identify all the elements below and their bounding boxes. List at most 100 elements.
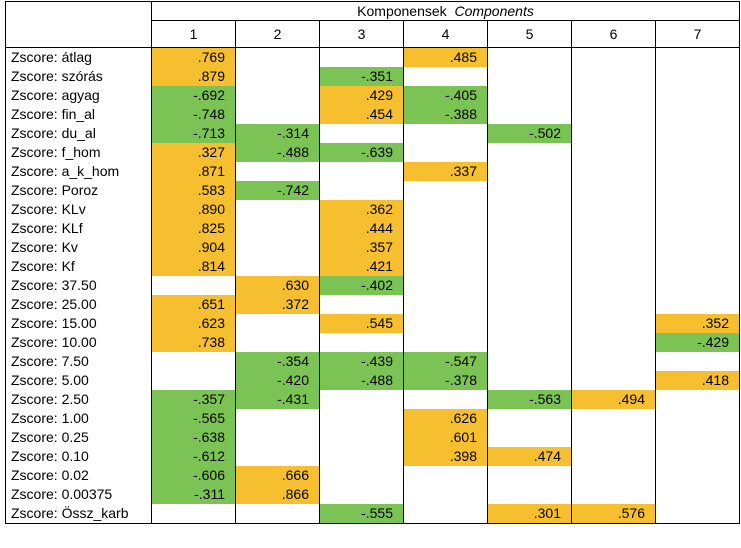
loading-cell	[571, 257, 656, 276]
table-row: Zscore: Kv .904 .357	[5, 238, 740, 257]
loading-cell	[487, 276, 572, 295]
loading-cell	[655, 485, 740, 504]
row-label: Zscore: Kv	[5, 238, 152, 257]
loading-cell: -.748	[151, 105, 236, 124]
loading-cell	[571, 428, 656, 447]
loading-cell	[235, 333, 320, 352]
loading-cell	[235, 67, 320, 86]
loading-cell: -.555	[319, 504, 404, 524]
loading-cell	[235, 86, 320, 105]
loading-cell	[655, 257, 740, 276]
loading-cell	[487, 257, 572, 276]
loading-cell	[655, 105, 740, 124]
loading-cell: .866	[235, 485, 320, 504]
loading-cell: .372	[235, 295, 320, 314]
component-header-6: 6	[571, 20, 656, 48]
table-row: Zscore: 0.25 -.638 .601	[5, 428, 740, 447]
row-label: Zscore: 1.00	[5, 409, 152, 428]
loading-cell	[235, 314, 320, 333]
loading-cell	[487, 143, 572, 162]
loading-cell: -.378	[403, 371, 488, 390]
loading-cell: .444	[319, 219, 404, 238]
loading-cell: -.502	[487, 124, 572, 143]
loading-cell: .421	[319, 257, 404, 276]
row-label: Zscore: agyag	[5, 86, 152, 105]
table-row: Zscore: Poroz .583 -.742	[5, 181, 740, 200]
loading-cell	[403, 276, 488, 295]
loading-cell: .357	[319, 238, 404, 257]
row-label: Zscore: 5.00	[5, 371, 152, 390]
loading-cell: -.563	[487, 390, 572, 409]
row-label: Zscore: fin_al	[5, 105, 152, 124]
loading-cell: .429	[319, 86, 404, 105]
loading-cell	[655, 86, 740, 105]
row-label: Zscore: du_al	[5, 124, 152, 143]
loading-cell	[571, 124, 656, 143]
loading-cell	[571, 181, 656, 200]
loading-cell: -.420	[235, 371, 320, 390]
loading-cell	[151, 276, 236, 295]
loading-cell: .626	[403, 409, 488, 428]
row-label: Zscore: a_k_hom	[5, 162, 152, 181]
loading-cell: .630	[235, 276, 320, 295]
loading-cell: -.612	[151, 447, 236, 466]
loading-cell	[403, 181, 488, 200]
loading-cell: .545	[319, 314, 404, 333]
loading-cell	[403, 257, 488, 276]
loading-cell: .327	[151, 143, 236, 162]
loading-cell	[319, 47, 404, 67]
loading-cell: .474	[487, 447, 572, 466]
loading-cell: -.547	[403, 352, 488, 371]
table-row: Zscore: 25.00.651.372	[5, 295, 740, 314]
row-label: Zscore: 37.50	[5, 276, 152, 295]
loading-cell	[403, 504, 488, 524]
loading-cell: .601	[403, 428, 488, 447]
table-row: Zscore: f_hom .327 -.488 -.639	[5, 143, 740, 162]
table-row: Zscore: fin_al -.748 .454 -.388	[5, 105, 740, 124]
loading-cell	[571, 200, 656, 219]
loading-cell	[319, 295, 404, 314]
loading-cell: .576	[571, 504, 656, 524]
loading-cell	[319, 390, 404, 409]
header-title-hu: Komponensek	[357, 3, 447, 19]
loading-cell	[403, 390, 488, 409]
loading-cell	[655, 504, 740, 524]
loading-cell	[403, 314, 488, 333]
loading-cell	[403, 295, 488, 314]
row-label: Zscore: 25.00	[5, 295, 152, 314]
loading-cell: -.388	[403, 105, 488, 124]
table-row: Zscore: 10.00.738 -.429	[5, 333, 740, 352]
table-row: Zscore: KLv .890 .362	[5, 200, 740, 219]
row-label: Zscore: átlag	[5, 47, 152, 67]
loading-cell: -.402	[319, 276, 404, 295]
loading-cell	[655, 428, 740, 447]
loading-cell	[487, 333, 572, 352]
loading-cell: .494	[571, 390, 656, 409]
table-row: Zscore: átlag .769 .485	[5, 47, 740, 67]
loading-cell: -.314	[235, 124, 320, 143]
component-header-1: 1	[151, 20, 236, 48]
loading-cell	[655, 162, 740, 181]
loading-cell	[319, 162, 404, 181]
loading-cell	[571, 466, 656, 485]
loading-cell	[235, 409, 320, 428]
loading-cell: -.692	[151, 86, 236, 105]
row-label: Zscore: KLv	[5, 200, 152, 219]
loading-cell	[319, 485, 404, 504]
loading-cell	[235, 219, 320, 238]
loading-cell	[487, 314, 572, 333]
loading-cell	[655, 238, 740, 257]
loading-cell: .337	[403, 162, 488, 181]
loading-cell	[655, 200, 740, 219]
component-header-2: 2	[235, 20, 320, 48]
loading-cell: -.405	[403, 86, 488, 105]
loading-cell	[655, 276, 740, 295]
loading-cell: .352	[655, 314, 740, 333]
loading-cell: -.431	[235, 390, 320, 409]
loading-cell	[571, 219, 656, 238]
row-label: Zscore: Kf	[5, 257, 152, 276]
component-header-5: 5	[487, 20, 572, 48]
